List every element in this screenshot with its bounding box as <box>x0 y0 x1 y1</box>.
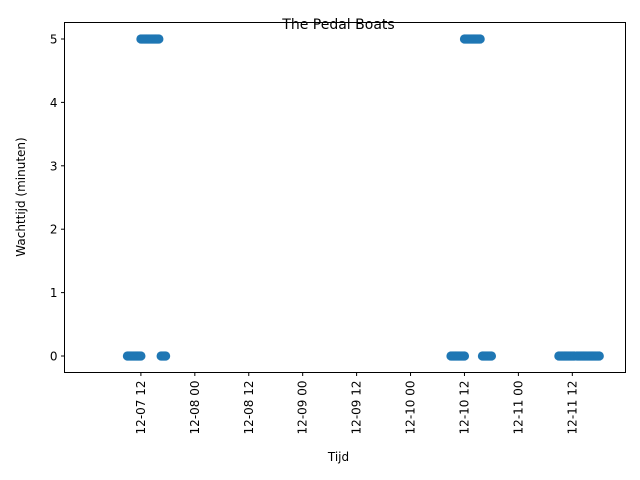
y-axis-title: Wachttijd (minuten) <box>14 137 28 256</box>
x-tick-label: 12-11 00 <box>511 381 525 435</box>
x-axis: 12-07 12 12-08 00 12-08 12 12-09 00 12-09 12… <box>134 372 579 435</box>
y-tick-label: 4 <box>50 96 58 110</box>
y-tick-label: 2 <box>50 223 58 237</box>
y-tick-label: 3 <box>50 159 58 173</box>
data-point <box>486 351 497 361</box>
x-tick-label: 12-07 12 <box>134 381 148 435</box>
chart-title: The Pedal Boats <box>281 17 394 33</box>
y-axis: 0 1 2 3 4 5 <box>50 32 65 364</box>
plot-frame <box>64 22 626 373</box>
x-tick-label: 12-10 12 <box>457 381 471 435</box>
x-tick-label: 12-08 00 <box>188 381 202 435</box>
data-point <box>154 34 164 44</box>
data-point <box>161 351 171 361</box>
y-tick-label: 1 <box>50 286 58 300</box>
y-tick-label: 0 <box>50 350 58 364</box>
x-tick-label: 12-08 12 <box>242 381 256 435</box>
data-point <box>136 351 146 361</box>
points-layer <box>122 34 604 361</box>
x-tick-label: 12-09 12 <box>350 381 364 435</box>
x-tick-label: 12-10 00 <box>404 381 418 435</box>
x-tick-label: 12-11 12 <box>565 381 579 435</box>
data-point <box>594 351 604 361</box>
data-point <box>475 34 485 44</box>
x-tick-label: 12-09 00 <box>296 381 310 435</box>
y-tick-label: 5 <box>50 32 58 46</box>
data-point <box>459 351 470 361</box>
x-axis-title: Tijd <box>327 450 349 464</box>
